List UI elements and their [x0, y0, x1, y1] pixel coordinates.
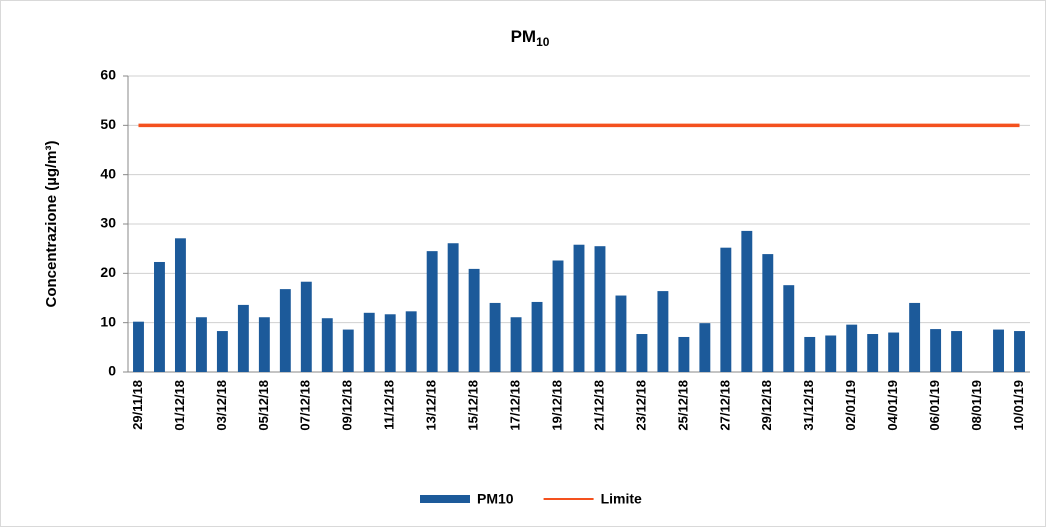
x-tick-label: 25/12/18 [675, 380, 690, 431]
title-subscript: 10 [536, 35, 550, 49]
bar [300, 281, 312, 372]
x-tick-label: 13/12/18 [424, 380, 439, 431]
bar [174, 238, 186, 372]
bar [133, 321, 144, 372]
bar [510, 317, 522, 372]
x-tick-label: 09/12/18 [340, 380, 355, 431]
x-tick-label: 08/01/19 [969, 380, 984, 431]
x-tick-label: 27/12/18 [717, 380, 732, 431]
bar [930, 329, 942, 372]
x-tick-label: 11/12/18 [382, 380, 397, 430]
bar [426, 251, 438, 372]
x-tick-label: 17/12/18 [508, 380, 523, 431]
bar [531, 301, 543, 372]
x-tick-label: 06/01/19 [927, 380, 942, 431]
legend-label: Limite [601, 491, 642, 507]
y-tick-label: 30 [100, 215, 116, 231]
bar [447, 243, 459, 372]
bar [867, 334, 879, 372]
bar [720, 247, 732, 372]
bar [237, 304, 249, 372]
bar [762, 254, 774, 372]
y-tick-label: 50 [100, 116, 116, 132]
bar [825, 335, 837, 372]
bar [699, 323, 711, 372]
x-tick-label: 23/12/18 [633, 380, 648, 431]
bar [363, 312, 375, 372]
bar [468, 268, 480, 372]
bar [154, 261, 165, 372]
x-tick-label: 21/12/18 [591, 380, 606, 431]
bar [384, 314, 396, 372]
bar [636, 334, 648, 372]
bar [783, 285, 795, 372]
x-tick-label: 10/01/19 [1011, 380, 1026, 431]
x-tick-label: 31/12/18 [801, 380, 816, 431]
x-tick-label: 04/01/19 [885, 380, 900, 431]
bar [909, 302, 921, 372]
y-tick-label: 0 [108, 363, 116, 379]
y-tick-label: 60 [100, 67, 116, 83]
x-tick-label: 15/12/18 [466, 380, 481, 431]
y-tick-label: 20 [100, 264, 116, 280]
y-axis-label: Concentrazione (µg/m³) [43, 141, 60, 308]
bar [321, 318, 333, 372]
bar [846, 324, 858, 372]
bar [216, 331, 228, 372]
legend-swatch [420, 495, 470, 503]
y-tick-label: 10 [100, 313, 116, 329]
bar [552, 260, 564, 372]
legend-label: PM10 [477, 491, 514, 507]
bar [594, 246, 606, 372]
x-tick-label: 07/12/18 [298, 380, 313, 431]
bar [657, 291, 669, 372]
bar [195, 317, 207, 372]
x-tick-label: 01/12/18 [172, 380, 187, 431]
bar [405, 311, 417, 372]
x-tick-label: 19/12/18 [549, 380, 564, 431]
bar [1014, 331, 1025, 372]
bar [678, 336, 690, 372]
title-main: PM [511, 27, 537, 46]
bar [279, 289, 291, 372]
x-tick-label: 05/12/18 [256, 380, 271, 431]
x-tick-label: 29/11/18 [130, 380, 145, 430]
bar [258, 317, 270, 372]
bar [489, 302, 501, 372]
y-tick-label: 40 [100, 165, 116, 181]
bar [993, 329, 1004, 372]
chart-title: PM10 [511, 27, 550, 49]
bar [573, 244, 585, 372]
bar [951, 331, 963, 372]
bar [888, 332, 900, 372]
bar [741, 230, 753, 372]
x-tick-label: 02/01/19 [843, 380, 858, 431]
x-tick-label: 03/12/18 [214, 380, 229, 431]
bar [342, 329, 354, 372]
bar [804, 336, 816, 372]
bar [615, 295, 627, 372]
x-tick-label: 29/12/18 [759, 380, 774, 431]
